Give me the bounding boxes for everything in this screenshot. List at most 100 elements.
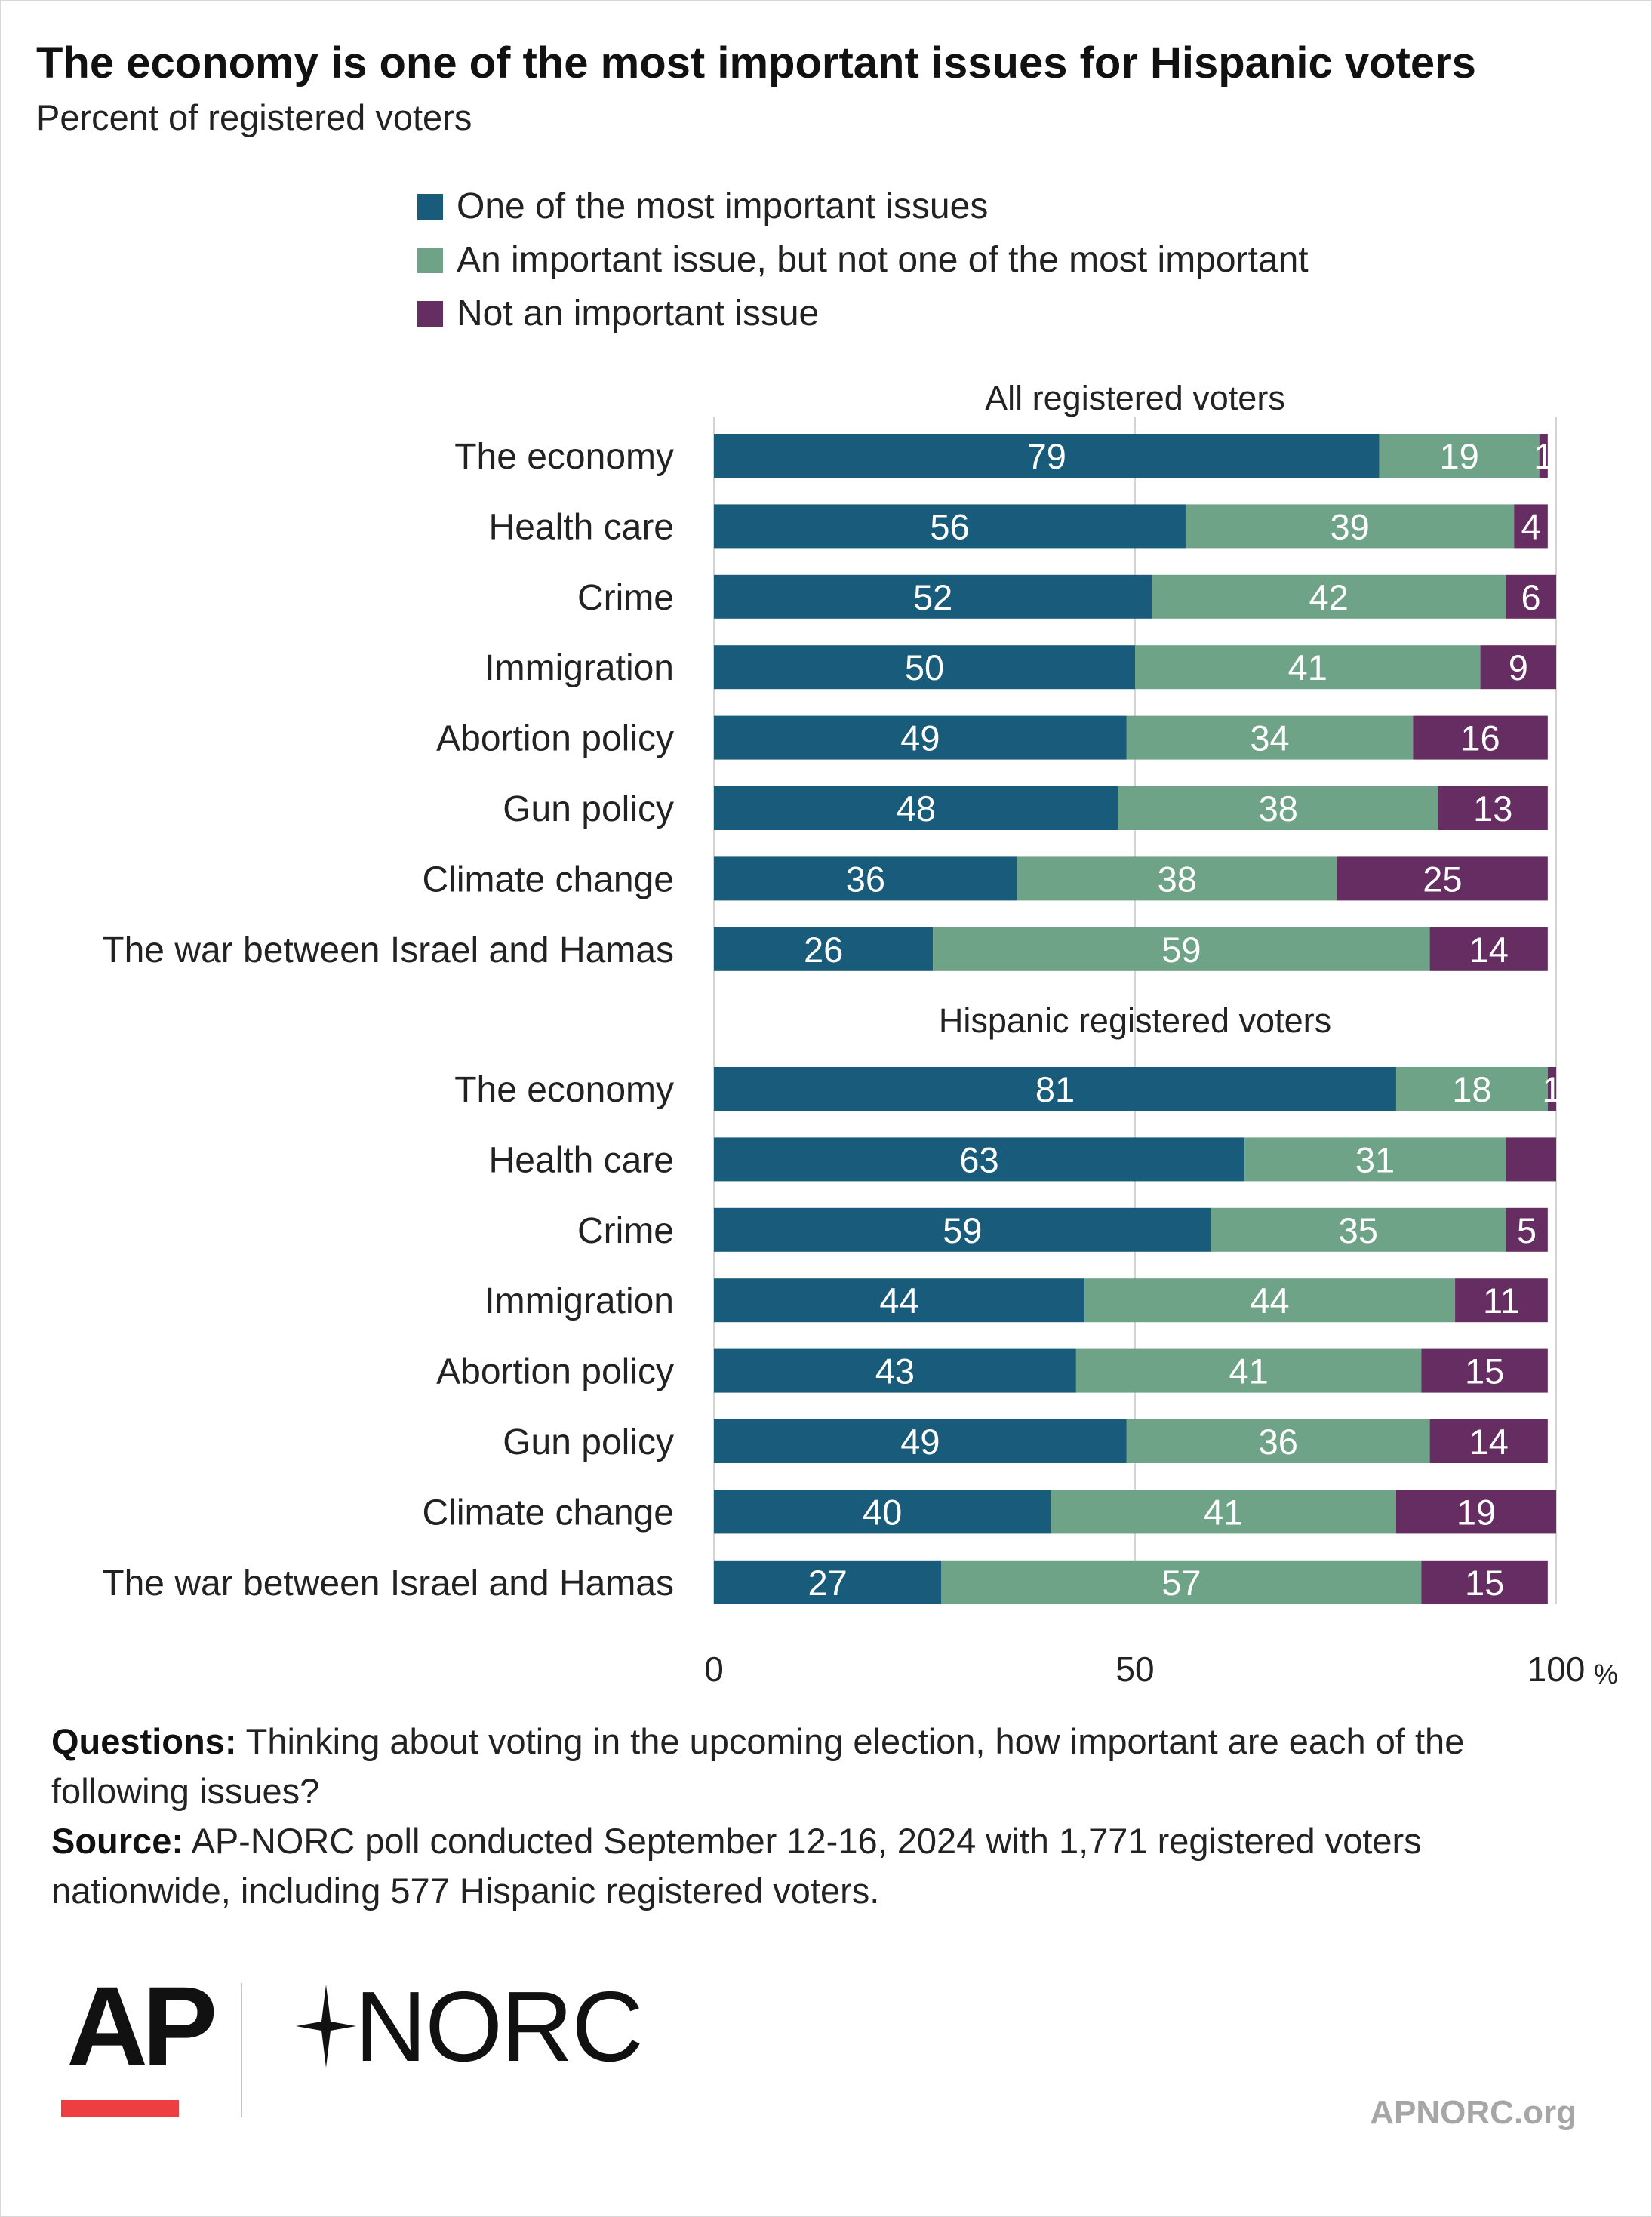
bar-segment <box>1395 1490 1556 1534</box>
data-label: 36 <box>1259 1422 1298 1462</box>
category-label: Gun policy <box>503 789 674 829</box>
data-label: 25 <box>1423 859 1462 899</box>
bar-segment <box>714 1348 1076 1393</box>
site-url: APNORC.org <box>1370 2094 1577 2131</box>
data-label: 38 <box>1158 859 1197 899</box>
bar-segment <box>1395 1067 1548 1111</box>
bar-segment <box>1337 856 1548 901</box>
data-label: 49 <box>900 1422 940 1462</box>
category-label: The war between Israel and Hamas <box>102 1564 674 1604</box>
category-label: Gun policy <box>503 1422 674 1462</box>
ap-logo: AP <box>66 1963 217 2089</box>
bar-segment <box>714 1207 1211 1252</box>
category-label: Climate change <box>422 1493 674 1533</box>
bar-segment <box>1017 856 1337 901</box>
bar-segment <box>1429 1419 1548 1463</box>
bar-segment <box>1480 645 1556 690</box>
data-label: 31 <box>1355 1139 1395 1179</box>
data-label: 13 <box>1473 789 1512 829</box>
x-tick-label: 0 <box>704 1650 724 1689</box>
data-label: 44 <box>879 1281 918 1321</box>
data-label: 44 <box>1250 1281 1289 1321</box>
legend-swatch-important <box>417 247 443 273</box>
bar-segment <box>1514 504 1548 549</box>
data-label: 59 <box>943 1210 982 1250</box>
bar-segment <box>1506 574 1556 619</box>
questions-label: Questions: <box>51 1721 237 1761</box>
bar-segment <box>1211 1207 1506 1252</box>
data-label: 15 <box>1465 1351 1504 1391</box>
bar-segment <box>1135 645 1481 690</box>
bar-segment <box>1547 1067 1556 1111</box>
data-label: 50 <box>905 647 944 687</box>
bar-segment <box>1118 786 1438 830</box>
data-label: 38 <box>1259 789 1298 829</box>
data-label: 43 <box>875 1351 915 1391</box>
data-label: 57 <box>1161 1563 1201 1603</box>
x-tick-label: 100 <box>1527 1650 1586 1689</box>
data-label: 41 <box>1229 1351 1269 1391</box>
logo-divider <box>241 1983 242 2117</box>
legend-label-important: An important issue, but not one of the m… <box>457 240 1309 280</box>
bar-segment <box>1539 434 1548 478</box>
data-label: 4 <box>1521 506 1540 546</box>
bar-segment <box>1506 1207 1548 1252</box>
data-label: 19 <box>1457 1492 1496 1532</box>
data-label: 26 <box>804 930 843 970</box>
chart-title: The economy is one of the most important… <box>36 38 1476 88</box>
bar-segment <box>714 1490 1051 1534</box>
legend-item-important: An important issue, but not one of the m… <box>417 233 1309 287</box>
legend: One of the most important issues An impo… <box>417 180 1309 340</box>
bar-segment <box>1126 1419 1430 1463</box>
category-label: The war between Israel and Hamas <box>102 930 674 970</box>
bar-segment <box>1421 1560 1548 1604</box>
data-label: 15 <box>1465 1563 1504 1603</box>
bar-segment <box>1185 504 1515 549</box>
category-label: The economy <box>454 1070 674 1110</box>
bar-segment <box>714 1560 942 1604</box>
bar-segment <box>1379 434 1540 478</box>
category-label: Abortion policy <box>436 1352 674 1392</box>
chart-subtitle: Percent of registered voters <box>36 97 472 137</box>
data-label: 35 <box>1339 1210 1378 1250</box>
data-label: 27 <box>808 1563 848 1603</box>
category-label: Climate change <box>422 859 674 899</box>
data-label: 36 <box>846 859 885 899</box>
bar-segment <box>714 574 1152 619</box>
legend-item-not-important: Not an important issue <box>417 287 1309 340</box>
data-label: 49 <box>900 718 940 758</box>
data-label: 6 <box>1521 577 1540 617</box>
data-label: 18 <box>1452 1069 1491 1109</box>
source-text: AP-NORC poll conducted September 12-16, … <box>51 1821 1422 1911</box>
source-note: Source: AP-NORC poll conducted September… <box>51 1816 1606 1916</box>
bar-segment <box>714 645 1135 690</box>
category-label: Immigration <box>485 1281 674 1321</box>
bar-segment <box>1075 1348 1422 1393</box>
legend-swatch-most-important <box>417 193 443 220</box>
x-unit-label: % <box>1594 1659 1618 1690</box>
questions-text: Thinking about voting in the upcoming el… <box>51 1721 1465 1811</box>
data-label: 11 <box>1483 1281 1520 1321</box>
bar-segment <box>714 434 1380 478</box>
category-label: Abortion policy <box>436 719 674 759</box>
data-label: 1 <box>1542 1069 1561 1109</box>
data-label: 52 <box>913 577 952 617</box>
category-label: Crime <box>577 1211 674 1251</box>
data-label: 19 <box>1440 436 1479 476</box>
bar-segment <box>1051 1490 1396 1534</box>
category-label: Health care <box>489 507 674 547</box>
bar-segment <box>1429 927 1548 971</box>
category-label: Crime <box>577 578 674 618</box>
bar-segment <box>714 1278 1085 1323</box>
bar-segment <box>933 927 1430 971</box>
data-label: 34 <box>1250 718 1289 758</box>
category-label: Immigration <box>485 648 674 688</box>
legend-swatch-not-important <box>417 300 443 327</box>
data-label: 81 <box>1035 1069 1075 1109</box>
bar-segment <box>714 715 1127 760</box>
category-label: The economy <box>454 437 674 477</box>
data-label: 16 <box>1460 718 1500 758</box>
data-label: 5 <box>1517 1210 1537 1250</box>
bar-segment <box>1084 1278 1456 1323</box>
